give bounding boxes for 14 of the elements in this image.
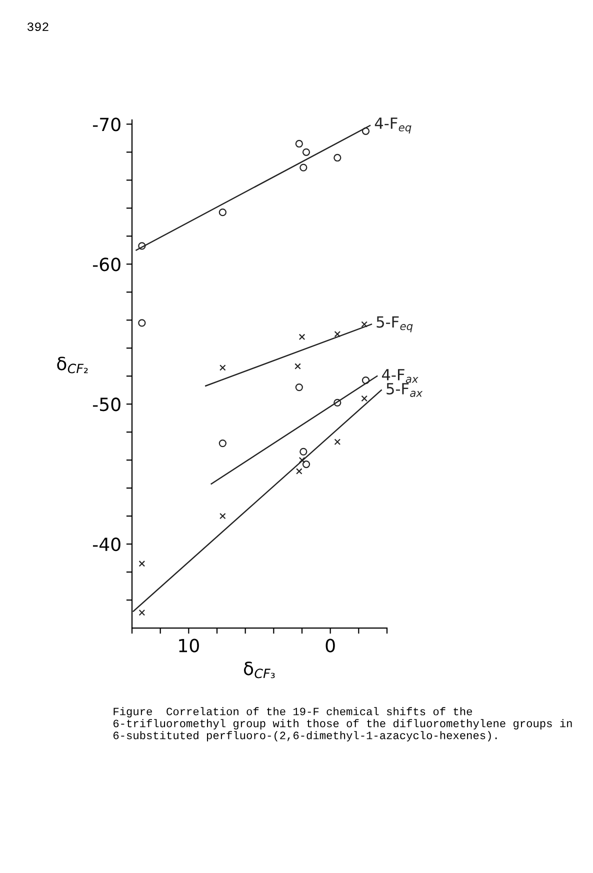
y-tick-label: -70	[92, 118, 120, 132]
y-tick-label: -40	[92, 538, 120, 552]
series-label: 5-F$_{eq}$	[376, 316, 413, 332]
x-tick-label: 10	[179, 638, 199, 652]
text: Figure Correlation of the 19-F chemical shifts of the 6-trifluoromethyl group with those of the difluoromethylene groups in 6-substituted perfluoro-(2,6-dimethyl-1-azacyclo-hexenes).	[113, 707, 572, 742]
y-tick-label: -50	[92, 398, 120, 412]
series-label: 5-F$_{ax}$	[386, 383, 423, 397]
text: 392	[27, 22, 48, 32]
y-axis-title: δ$_{CF₂}$	[57, 356, 88, 374]
series-label: 4-F$_{ax}$	[382, 369, 418, 383]
x-axis-title: δ$_{CF₃}$	[244, 662, 275, 678]
x-tick-label: 0	[326, 638, 335, 652]
series-label: 4-F$_{eq}$	[374, 118, 412, 134]
y-tick-label: -60	[92, 258, 120, 272]
